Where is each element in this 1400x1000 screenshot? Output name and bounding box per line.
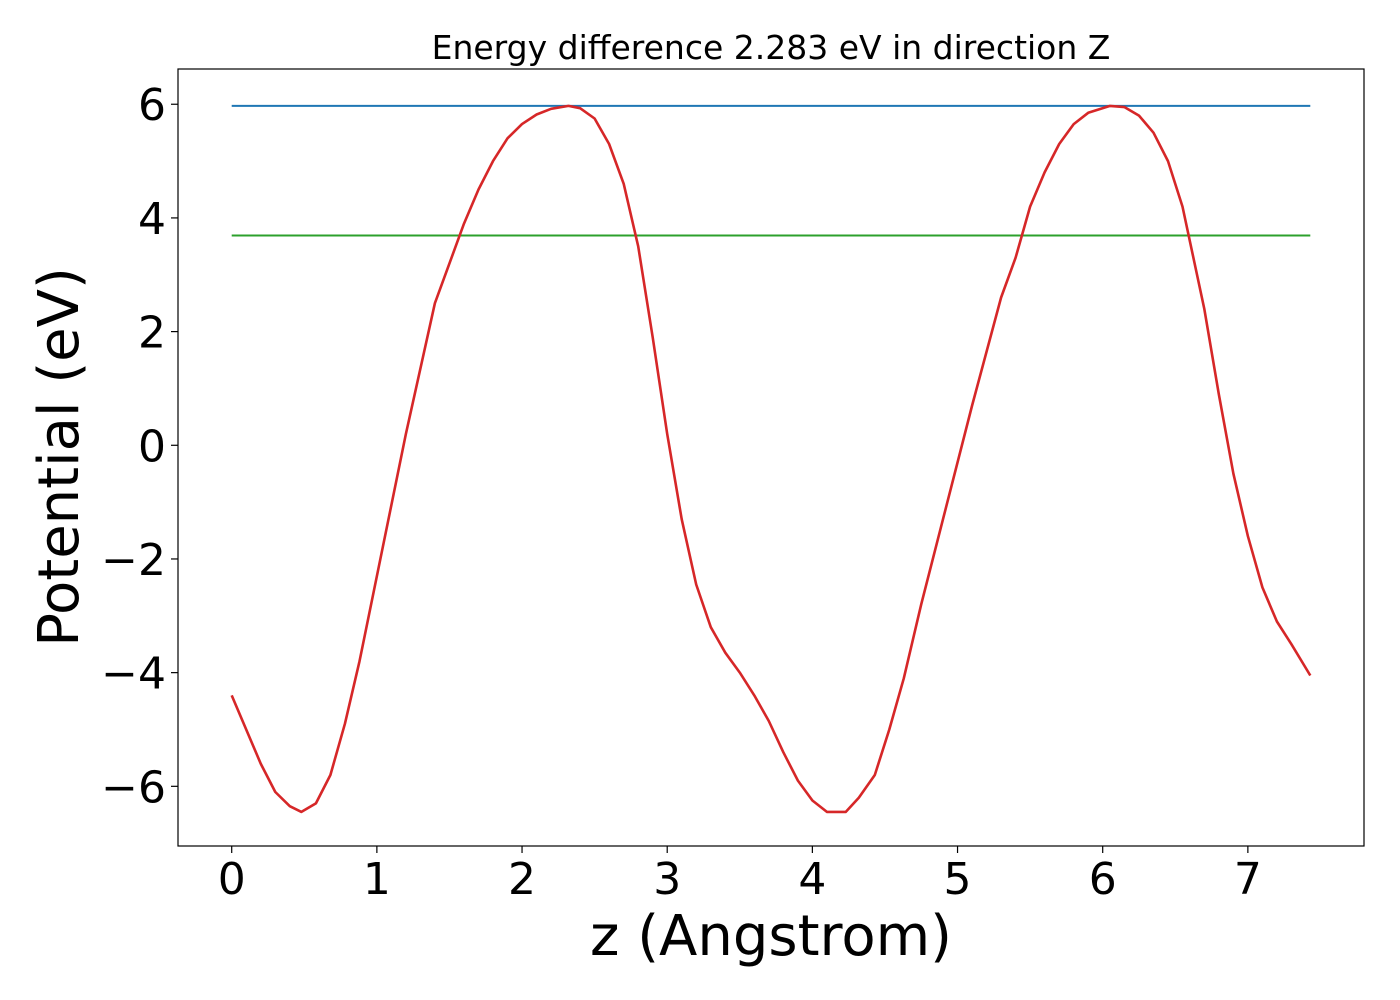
y-axis: −6 −4 −2 0 2 4 6: [101, 80, 178, 813]
x-tick-label: 7: [1234, 854, 1262, 905]
y-tick-label: 4: [138, 194, 166, 245]
chart-title: Energy difference 2.283 eV in direction …: [432, 28, 1111, 67]
y-tick-label: −6: [101, 762, 166, 813]
y-axis-label: Potential (eV): [27, 267, 92, 647]
x-tick-label: 1: [363, 854, 391, 905]
y-tick-label: 6: [138, 80, 166, 131]
x-axis: 0 1 2 3 4 5 6 7: [218, 846, 1262, 905]
plot-frame: [177, 68, 1365, 847]
x-tick-label: 6: [1089, 854, 1117, 905]
series-line-2: [230, 104, 1312, 814]
x-tick-label: 4: [798, 854, 826, 905]
x-tick-label: 2: [508, 854, 536, 905]
x-tick-label: 3: [653, 854, 681, 905]
x-tick-label: 5: [944, 854, 972, 905]
x-tick-label: 0: [218, 854, 246, 905]
y-tick-label: 2: [138, 308, 166, 359]
y-tick-label: −4: [101, 649, 166, 700]
y-tick-label: 0: [138, 421, 166, 472]
y-tick-label: −2: [101, 535, 166, 586]
plot-lines: [230, 104, 1312, 814]
x-axis-label: z (Angstrom): [590, 904, 952, 969]
